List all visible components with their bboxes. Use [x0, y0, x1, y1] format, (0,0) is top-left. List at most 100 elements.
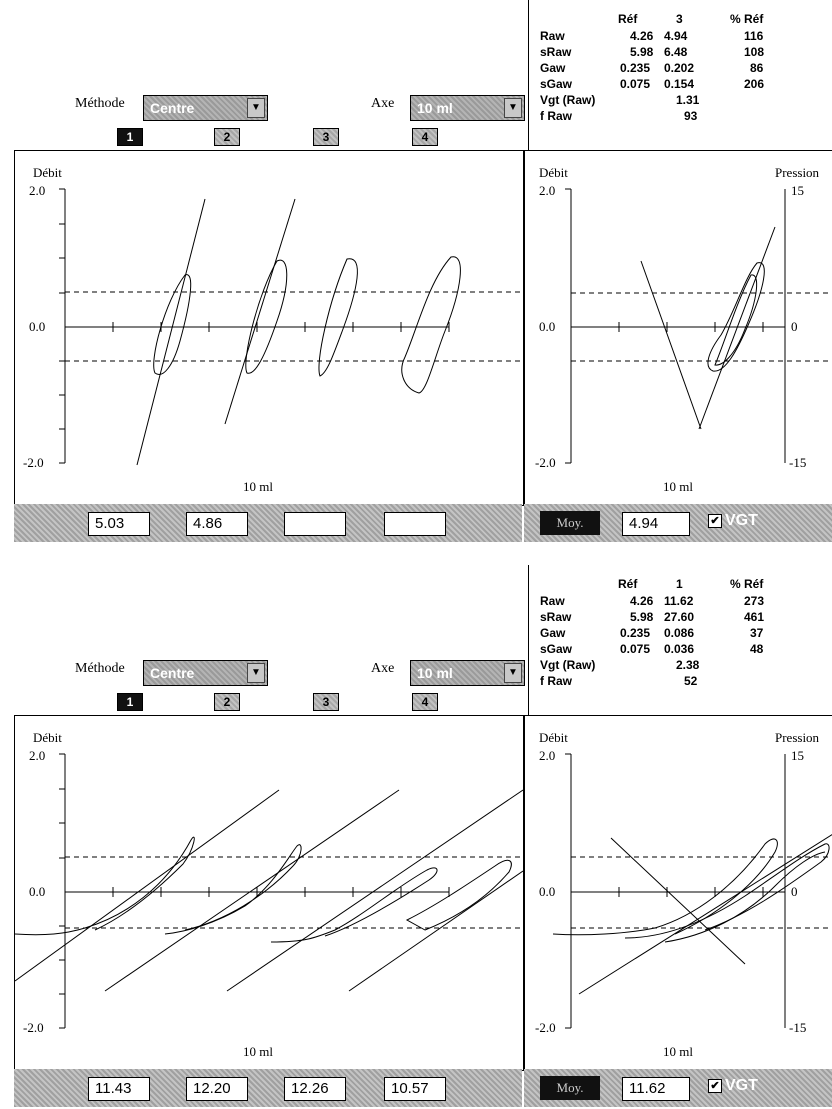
tick-label-right-top: 15 [791, 748, 804, 763]
trial-value-2[interactable]: 4.86 [186, 512, 248, 536]
breathing-loop-1 [153, 274, 192, 375]
trial-value-2[interactable]: 12.20 [186, 1077, 248, 1101]
stats-pct: 116 [744, 29, 764, 43]
stats-val: 0.154 [664, 77, 695, 91]
moy-button[interactable]: Moy. [540, 511, 600, 535]
stats-val: 0.086 [664, 626, 695, 640]
stats-ref: 4.26 [630, 29, 654, 43]
ticks [565, 753, 764, 1029]
flow-volume-chart: Débit 2.0 0.0 -2.0 10 ml [23, 165, 520, 494]
flow-volume-plot: Débit 2.0 0.0 -2.0 10 ml [14, 150, 524, 506]
resistance-line-2 [104, 789, 400, 992]
y-axis-label: Débit [33, 165, 62, 180]
methode-label: Méthode [75, 96, 125, 111]
tab-3[interactable]: 3 [313, 128, 339, 146]
stats-header-ref: Réf [618, 577, 638, 591]
plethysmography-panel-1: Méthode Centre ▼ Axe 10 ml ▼ 1 2 3 4 Réf… [0, 0, 832, 542]
tick-label-bottom: -2.0 [535, 455, 556, 470]
flow-pressure-plot: Débit Pression 2.0 0.0 -2.0 15 0 -15 10 … [524, 715, 832, 1071]
trial-value-3[interactable] [284, 512, 346, 536]
breathing-loop-4 [401, 256, 461, 394]
checkmark-icon[interactable]: ✔ [708, 1078, 722, 1093]
breathing-loop-3 [270, 867, 438, 943]
tab-4[interactable]: 4 [412, 128, 438, 146]
stats-pct: 48 [750, 642, 764, 656]
stats-pct: 37 [750, 626, 764, 640]
tick-label-right-zero: 0 [791, 884, 798, 899]
tick-label-right-zero: 0 [791, 319, 798, 334]
stats-header-pct: % Réf [730, 577, 764, 591]
checkmark-icon[interactable]: ✔ [708, 513, 722, 528]
tick-label-top: 2.0 [29, 748, 45, 763]
tick-label-right-bottom: -15 [789, 455, 806, 470]
resistance-line-1 [14, 789, 280, 982]
stats-ref: 0.235 [620, 61, 651, 75]
resistance-line-4 [348, 870, 524, 992]
tab-1[interactable]: 1 [117, 693, 143, 711]
stats-val: 93 [684, 109, 698, 123]
breathing-loop-c [664, 851, 826, 943]
ticks [565, 188, 764, 464]
resistance-line-1 [136, 198, 206, 466]
mean-value: 11.62 [622, 1077, 690, 1101]
resistance-line-2 [224, 198, 296, 425]
tab-2[interactable]: 2 [214, 693, 240, 711]
stats-val: 11.62 [664, 594, 694, 608]
chevron-down-icon[interactable]: ▼ [247, 663, 265, 683]
tick-label-zero: 0.0 [539, 884, 555, 899]
methode-dropdown[interactable]: Centre ▼ [143, 660, 268, 686]
trial-value-3[interactable]: 12.26 [284, 1077, 346, 1101]
stats-label: Raw [540, 594, 565, 608]
tick-label-bottom: -2.0 [23, 455, 44, 470]
header-area [0, 0, 528, 150]
flow-pressure-chart: Débit Pression 2.0 0.0 -2.0 15 0 -15 10 … [535, 730, 832, 1059]
tab-4[interactable]: 4 [412, 693, 438, 711]
x-axis-label: 10 ml [243, 479, 273, 494]
chevron-down-icon[interactable]: ▼ [504, 663, 522, 683]
x-axis-label: 10 ml [663, 479, 693, 494]
chevron-down-icon[interactable]: ▼ [504, 98, 522, 118]
resistance-line-3 [226, 789, 524, 992]
flow-volume-chart: Débit 2.0 0.0 -2.0 10 ml [14, 730, 524, 1059]
moy-button[interactable]: Moy. [540, 1076, 600, 1100]
stats-val: 1.31 [676, 93, 700, 107]
methode-dropdown[interactable]: Centre ▼ [143, 95, 268, 121]
axe-dropdown[interactable]: 10 ml ▼ [410, 95, 525, 121]
resistance-line [698, 226, 776, 430]
methode-value: Centre [150, 100, 195, 116]
stats-pct: 273 [744, 594, 765, 608]
stats-header-ref: Réf [618, 12, 638, 26]
breathing-loop-1 [14, 836, 195, 936]
tab-3[interactable]: 3 [313, 693, 339, 711]
trial-value-1[interactable]: 5.03 [88, 512, 150, 536]
chevron-down-icon[interactable]: ▼ [247, 98, 265, 118]
axe-dropdown[interactable]: 10 ml ▼ [410, 660, 525, 686]
vgt-checkbox[interactable]: ✔ VGT [708, 1077, 758, 1095]
stats-ref: 4.26 [630, 594, 654, 608]
methode-label: Méthode [75, 661, 125, 676]
stats-label: f Raw [540, 109, 573, 123]
trial-value-4[interactable] [384, 512, 446, 536]
stats-ref: 0.075 [620, 642, 651, 656]
stats-val: 2.38 [676, 658, 700, 672]
tick-label-bottom: -2.0 [535, 1020, 556, 1035]
y-axis-label-right: Pression [775, 730, 820, 745]
trial-value-4[interactable]: 10.57 [384, 1077, 446, 1101]
stats-val: 0.036 [664, 642, 695, 656]
breathing-loop-a [552, 838, 778, 936]
vgt-checkbox[interactable]: ✔ VGT [708, 512, 758, 530]
axe-value: 10 ml [417, 100, 453, 116]
flow-pressure-chart: Débit Pression 2.0 0.0 -2.0 15 0 -15 10 … [535, 165, 832, 494]
tab-1[interactable]: 1 [117, 128, 143, 146]
trial-value-1[interactable]: 11.43 [88, 1077, 150, 1101]
pressure-line [640, 260, 702, 430]
stats-box [528, 565, 832, 716]
vgt-label: VGT [725, 512, 758, 529]
flow-volume-plot: Débit 2.0 0.0 -2.0 10 ml [14, 715, 524, 1071]
mean-value: 4.94 [622, 512, 690, 536]
tick-label-right-top: 15 [791, 183, 804, 198]
axe-label: Axe [371, 96, 395, 111]
tab-2[interactable]: 2 [214, 128, 240, 146]
stats-pct: 108 [744, 45, 765, 59]
stats-ref: 5.98 [630, 610, 654, 624]
